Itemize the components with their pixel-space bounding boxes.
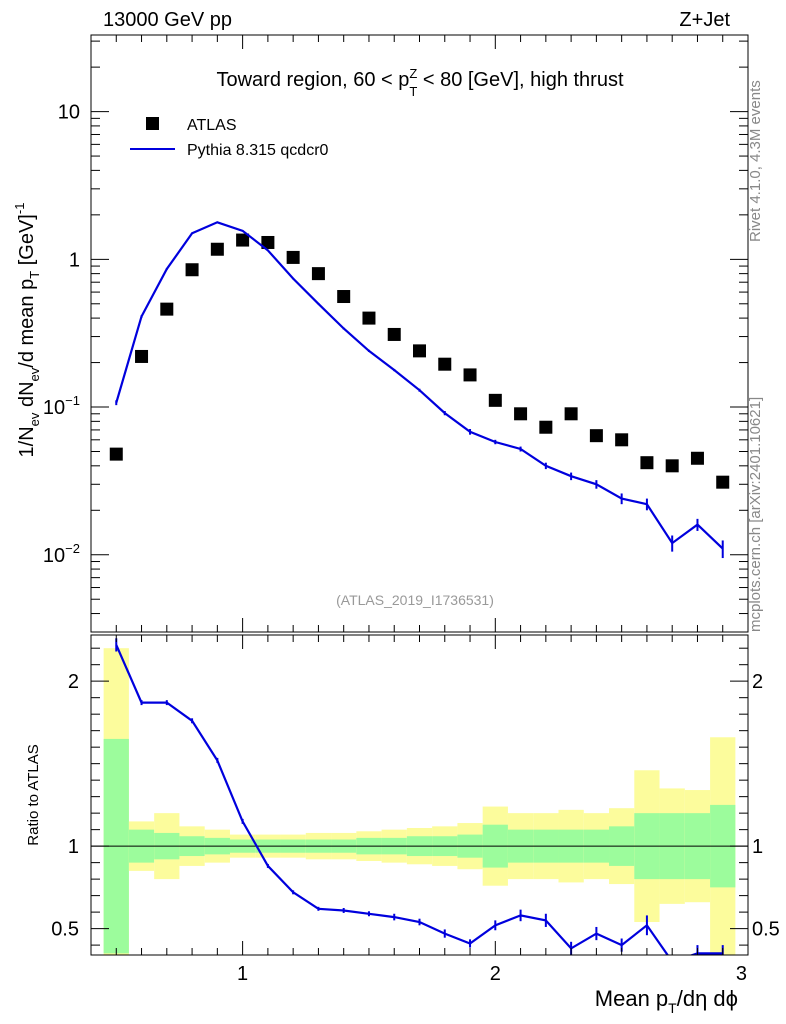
legend-atlas-label: ATLAS <box>187 117 237 134</box>
atlas-data-point <box>640 456 654 470</box>
ratio-ytick-label-left: 1 <box>68 836 79 858</box>
ratio-ylabel: Ratio to ATLAS <box>25 744 42 845</box>
legend-pythia-label: Pythia 8.315 qcdcr0 <box>187 142 329 159</box>
analysis-watermark: (ATLAS_2019_I1736531) <box>336 592 494 608</box>
process-label: Z+Jet <box>679 9 730 31</box>
energy-label: 13000 GeV pp <box>103 9 232 31</box>
atlas-data-point <box>413 344 426 358</box>
ratio-ytick-label-right: 2 <box>752 671 763 693</box>
atlas-data-point <box>337 290 351 304</box>
atlas-data-point <box>135 349 149 363</box>
atlas-data-point <box>463 368 477 382</box>
ratio-ytick-label-right: 0.5 <box>752 919 780 941</box>
ratio-xlabel: Mean pT/dη dϕ <box>595 986 738 1016</box>
main-ytick-label: 10−2 <box>43 541 80 567</box>
atlas-data-point <box>286 250 300 264</box>
atlas-data-point <box>311 267 325 281</box>
ratio-ytick-labels: 0.5 0.5 1 1 2 2 <box>51 671 780 940</box>
atlas-data-point <box>564 407 578 421</box>
atlas-data-point <box>665 459 679 473</box>
atlas-data-point <box>716 475 730 489</box>
ratio-ytick-label-left: 0.5 <box>51 919 79 941</box>
atlas-data-point <box>438 357 452 371</box>
main-ytick-label: 1 <box>69 249 80 271</box>
atlas-data-point <box>539 420 553 434</box>
ratio-plot-ticks <box>91 635 748 955</box>
pythia-line <box>115 221 724 550</box>
main-plot-panel: 10 1 10−1 10−2 Toward region, 60 < pTZ < 80… <box>12 34 749 633</box>
ratio-xtick-label: 1 <box>237 963 248 985</box>
ratio-xtick-label: 2 <box>490 963 501 985</box>
ratio-ytick-label-right: 1 <box>752 836 763 858</box>
rivet-label: Rivet 4.1.0, 4.3M events <box>747 80 764 242</box>
main-ylabel: 1/Nev dNev/d mean pT [GeV]-1 <box>12 203 42 458</box>
ratio-xtick-labels: 1 2 3 <box>237 963 747 985</box>
ratio-pythia-line <box>115 644 723 955</box>
atlas-data-point <box>261 235 275 249</box>
atlas-data-point <box>387 327 401 341</box>
atlas-data-point <box>488 393 502 407</box>
legend-atlas-marker <box>146 117 159 130</box>
main-plot-ytick-labels: 10 1 10−1 10−2 <box>43 102 80 567</box>
atlas-data-point <box>589 429 603 443</box>
atlas-data-point <box>615 433 629 447</box>
ratio-uncertainty-bands <box>103 648 736 955</box>
atlas-data-point <box>185 263 199 277</box>
main-ytick-label: 10−1 <box>43 393 80 419</box>
ratio-ytick-label-left: 2 <box>68 671 79 693</box>
atlas-data-point <box>236 233 250 247</box>
main-plot-ticks <box>91 35 748 633</box>
mcplots-label: mcplots.cern.ch [arXiv:2401.10621] <box>747 396 764 632</box>
main-plot-data <box>109 221 730 559</box>
atlas-data-point <box>109 447 123 461</box>
atlas-data-point <box>514 407 528 421</box>
ratio-plot-panel: 0.5 0.5 1 1 2 2 1 2 3 Ratio to ATLAS Mean pT/dη… <box>25 634 780 1016</box>
plot-title: Toward region, 60 < pTZ < 80 [GeV], high… <box>216 66 623 99</box>
ratio-plot-data <box>115 638 724 955</box>
atlas-data-point <box>160 302 174 316</box>
main-ytick-label: 10 <box>58 102 80 124</box>
atlas-data-point <box>690 451 704 465</box>
atlas-data-point <box>362 311 376 325</box>
legend: ATLAS Pythia 8.315 qcdcr0 <box>130 117 329 159</box>
ratio-xtick-label: 3 <box>736 963 747 985</box>
atlas-data-point <box>210 242 224 256</box>
